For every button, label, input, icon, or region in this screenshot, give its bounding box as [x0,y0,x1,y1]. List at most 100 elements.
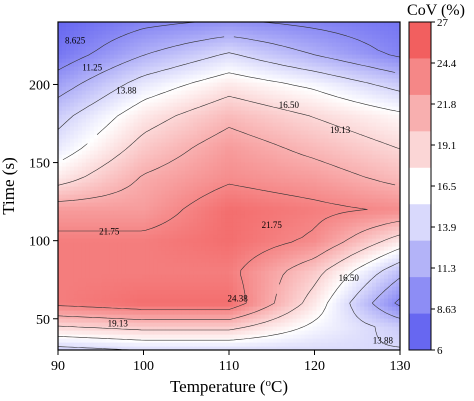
heat-cell [364,254,369,259]
heat-cell [89,322,95,327]
heat-cell [141,138,147,143]
heat-cell [248,294,254,299]
heat-cell [292,182,298,187]
heat-cell [165,234,170,239]
heat-cell [185,242,190,247]
heat-cell [236,138,242,143]
heat-cell [129,326,135,331]
heat-cell [376,246,381,251]
heat-cell [376,346,381,350]
heat-cell [256,238,262,243]
heat-cell [244,306,250,311]
heat-cell [173,142,178,147]
heat-cell [157,274,162,279]
heat-cell [336,178,341,183]
heat-cell [340,178,345,183]
heat-cell [201,226,206,231]
heat-cell [360,338,365,343]
heat-cell [121,278,127,283]
heat-cell [232,218,238,223]
heat-cell [217,246,222,251]
heat-cell [165,274,170,279]
heat-cell [392,278,397,283]
heat-cell [396,338,400,343]
heat-cell [193,346,198,350]
heat-cell [276,126,282,131]
heat-cell [236,246,242,251]
heat-cell [356,126,361,131]
heat-cell [260,138,266,143]
heat-cell [205,162,210,167]
heat-cell [376,330,381,335]
heat-cell [177,134,182,139]
heat-cell [69,210,75,215]
heat-cell [340,182,345,187]
heat-cell [61,162,67,167]
heat-cell [201,118,206,123]
heat-cell [101,306,107,311]
heat-cell [288,186,294,191]
heat-cell [332,306,337,311]
heat-cell [384,338,389,343]
heat-cell [141,282,147,287]
heat-cell [248,158,254,163]
heat-cell [336,270,341,275]
heat-cell [260,306,266,311]
heat-cell [137,290,143,295]
heat-cell [137,238,143,243]
heat-cell [89,254,95,259]
heat-cell [372,306,377,311]
heat-cell [93,306,99,311]
heat-cell [209,158,214,163]
heat-cell [324,166,330,171]
heat-cell [396,214,400,219]
heat-cell [236,198,242,203]
heat-cell [225,274,230,279]
heat-cell [129,154,135,159]
heat-cell [197,198,202,203]
heat-cell [248,198,254,203]
heat-cell [372,130,377,135]
heat-cell [201,126,206,131]
heat-cell [312,210,318,215]
heat-cell [344,190,349,195]
heat-cell [304,146,310,151]
heat-cell [129,126,135,131]
heat-cell [165,182,170,187]
heat-cell [264,342,270,347]
heat-cell [181,218,186,223]
heat-cell [217,346,222,350]
heat-cell [372,238,377,243]
heat-cell [185,226,190,231]
heat-cell [229,250,234,255]
heat-cell [344,134,349,139]
heat-cell [221,238,226,243]
heat-cell [288,238,294,243]
heat-cell [336,126,341,131]
heat-cell [364,326,369,331]
heat-cell [153,198,159,203]
heat-cell [240,158,246,163]
heat-cell [93,334,99,339]
heat-cell [252,118,258,123]
heat-cell [272,138,278,143]
heat-cell [205,190,210,195]
heat-cell [73,138,79,143]
heat-cell [384,294,389,299]
heat-cell [173,218,178,223]
heat-cell [93,146,99,151]
heat-cell [193,166,198,171]
heat-cell [312,230,318,235]
heat-cell [372,214,377,219]
heat-cell [69,338,75,343]
heat-cell [344,330,349,335]
heat-cell [324,306,330,311]
heat-cell [392,258,397,263]
heat-cell [240,170,246,175]
heat-cell [264,130,270,135]
heat-cell [189,142,194,147]
heat-cell [240,322,246,327]
heat-cell [221,142,226,147]
heat-cell [213,346,218,350]
heat-cell [236,334,242,339]
